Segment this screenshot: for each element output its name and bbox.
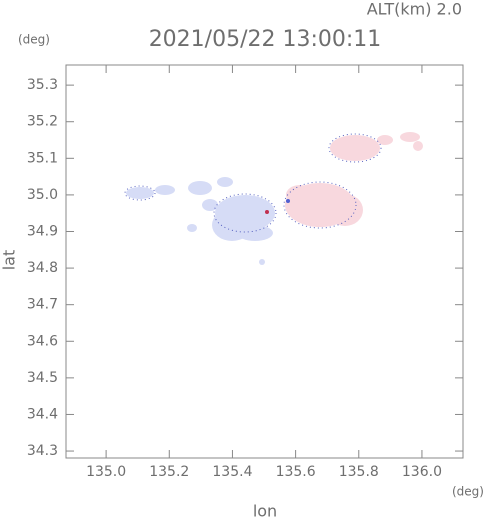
echo-regions — [124, 132, 423, 265]
y-tick-label: 35.0 — [27, 187, 58, 203]
x-tick-label: 135.6 — [276, 464, 316, 480]
y-tick-label: 34.7 — [27, 297, 58, 313]
y-tick-label: 35.3 — [27, 77, 58, 93]
y-tick-label: 34.4 — [27, 406, 58, 422]
y-unit: (deg) — [18, 33, 50, 47]
y-tick-label: 34.8 — [27, 260, 58, 276]
x-tick-label: 135.4 — [212, 464, 252, 480]
x-tick-label: 135.8 — [339, 464, 379, 480]
plot-frame — [65, 64, 464, 459]
y-tick-label: 35.2 — [27, 114, 58, 130]
y-axis-label: lat — [0, 250, 19, 271]
x-tick-label: 135.2 — [149, 464, 189, 480]
chart-title: 2021/05/22 13:00:11 — [149, 27, 382, 52]
y-tick-label: 35.1 — [27, 150, 58, 166]
x-unit: (deg) — [452, 485, 484, 499]
altitude-label: ALT(km) 2.0 — [367, 0, 462, 19]
y-tick-label: 34.5 — [27, 370, 58, 386]
y-tick-label: 34.3 — [27, 443, 58, 459]
y-tick-label: 34.9 — [27, 223, 58, 239]
x-tick-label: 136.0 — [402, 464, 442, 480]
y-tick-label: 34.6 — [27, 333, 58, 349]
x-axis-label: lon — [253, 502, 277, 521]
x-tick-label: 135.0 — [86, 464, 126, 480]
